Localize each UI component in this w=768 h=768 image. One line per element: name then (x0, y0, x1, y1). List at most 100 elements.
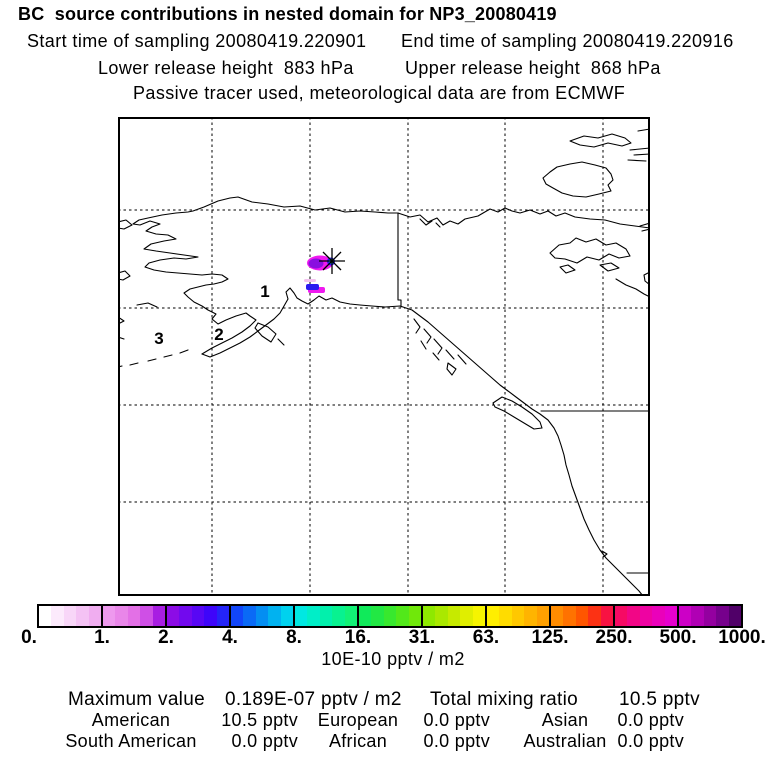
colorbar-segment (679, 606, 742, 626)
colorbar-cell (280, 606, 294, 626)
max-value-label: Maximum value (68, 689, 205, 710)
start-time-text: Start time of sampling 20080419.220901 (27, 31, 367, 51)
colorbar-cell (679, 606, 692, 626)
colorbar-segment (103, 606, 167, 626)
colorbar-tick-label: 1000. (718, 627, 766, 648)
colorbar-cell (51, 606, 64, 626)
colorbar-tick-label: 250. (595, 627, 633, 648)
region-contribution-label: Australian (523, 731, 607, 751)
colorbar-cell (615, 606, 628, 626)
colorbar-segment (487, 606, 551, 626)
colorbar-cell (588, 606, 601, 626)
colorbar-cell (216, 606, 230, 626)
colorbar-tick-label: 8. (286, 627, 302, 648)
max-value-number: 0.189E-07 pptv / m2 (225, 689, 402, 710)
colorbar-cell (191, 606, 205, 626)
map-region-number-1: 1 (260, 282, 270, 301)
colorbar-cell (408, 606, 422, 626)
colorbar-cell (600, 606, 614, 626)
colorbar-segment (231, 606, 295, 626)
colorbar-segment (39, 606, 103, 626)
colorbar-cell (435, 606, 448, 626)
colorbar-cell (575, 606, 589, 626)
colorbar-unit-text: 10E-10 pptv / m2 (321, 649, 465, 669)
stats-region-row-2: South American 0.0 pptv African 0.0 pptv Aus… (0, 732, 768, 752)
colorbar-segment (167, 606, 231, 626)
colorbar-cell (359, 606, 372, 626)
colorbar-cell (691, 606, 704, 626)
graticule-grid (118, 117, 650, 596)
region-contribution-value: 0.0 pptv (231, 731, 298, 751)
map-border (118, 117, 650, 596)
colorbar-tick-labels: 0. 1. 2. 4. 8. 16. 31. 63. 125. 250. 500. 1000. (0, 628, 768, 648)
colorbar-cell (716, 606, 729, 626)
total-ratio-value: 10.5 pptv (619, 689, 700, 710)
region-contribution-label: European (317, 710, 399, 730)
colorbar-cell (243, 606, 256, 626)
colorbar-cell (499, 606, 512, 626)
colorbar-segment (295, 606, 359, 626)
region-contribution-value: 0.0 pptv (423, 710, 490, 730)
colorbar-tick-label: 2. (158, 627, 174, 648)
colorbar-cell (551, 606, 564, 626)
colorbar-cell (563, 606, 576, 626)
colorbar-tick-label: 16. (344, 627, 372, 648)
colorbar-cell (167, 606, 180, 626)
colorbar-tick-label: 31. (408, 627, 436, 648)
coastlines (118, 128, 650, 596)
colorbar-cell (295, 606, 308, 626)
colorbar-cell (423, 606, 436, 626)
region-contribution-label: African (328, 731, 388, 751)
region-contribution-label: South American (65, 731, 197, 751)
region-contribution-label: American (91, 710, 171, 730)
colorbar-cell (307, 606, 320, 626)
colorbar-cell (472, 606, 486, 626)
colorbar-segment (551, 606, 615, 626)
colorbar-cell (511, 606, 525, 626)
alaska-canada-border (397, 212, 402, 308)
lower-release-text: Lower release height 883 hPa (98, 58, 354, 78)
colorbar-cell (536, 606, 550, 626)
colorbar-tick-label: 1. (94, 627, 110, 648)
colorbar-cell (664, 606, 678, 626)
colorbar-segment (423, 606, 487, 626)
colorbar-cell (319, 606, 333, 626)
colorbar-cell (627, 606, 640, 626)
colorbar-tick-label: 0. (21, 627, 37, 648)
colorbar-cell (460, 606, 473, 626)
colorbar-tick-label: 125. (531, 627, 569, 648)
colorbar-cell (140, 606, 153, 626)
colorbar-cell (487, 606, 500, 626)
region-contribution-value: 0.0 pptv (617, 731, 684, 751)
map-panel: 1 2 3 (118, 117, 650, 596)
colorbar-segment (615, 606, 679, 626)
colorbar-cell (115, 606, 128, 626)
colorbar-tick-label: 500. (659, 627, 697, 648)
colorbar-cell (447, 606, 461, 626)
colorbar-tick-label: 63. (472, 627, 500, 648)
colorbar-cell (396, 606, 409, 626)
colorbar-cell (383, 606, 397, 626)
colorbar-cell (127, 606, 141, 626)
map-region-number-3: 3 (154, 329, 164, 348)
colorbar-unit-label: 10E-10 pptv / m2 (0, 650, 768, 668)
region-contribution-value: 0.0 pptv (617, 710, 684, 730)
colorbar-cell (255, 606, 269, 626)
region-contribution-value: 10.5 pptv (221, 710, 298, 730)
colorbar-cell (231, 606, 244, 626)
colorbar-cell (652, 606, 665, 626)
colorbar-cell (88, 606, 102, 626)
colorbar-cell (332, 606, 345, 626)
upper-release-text: Upper release height 868 hPa (405, 58, 661, 78)
colorbar-cell (344, 606, 358, 626)
colorbar-cell (639, 606, 653, 626)
map-canvas (118, 117, 650, 596)
stats-region-row-1: American 10.5 pptv European 0.0 pptv Asian 0.… (0, 711, 768, 731)
colorbar-segment (359, 606, 423, 626)
colorbar-tick-label: 4. (222, 627, 238, 648)
release-marker-icon (319, 248, 345, 274)
end-time-text: End time of sampling 20080419.220916 (401, 31, 734, 51)
colorbar-cell (524, 606, 537, 626)
tracer-info-text: Passive tracer used, meteorological data… (133, 83, 626, 103)
